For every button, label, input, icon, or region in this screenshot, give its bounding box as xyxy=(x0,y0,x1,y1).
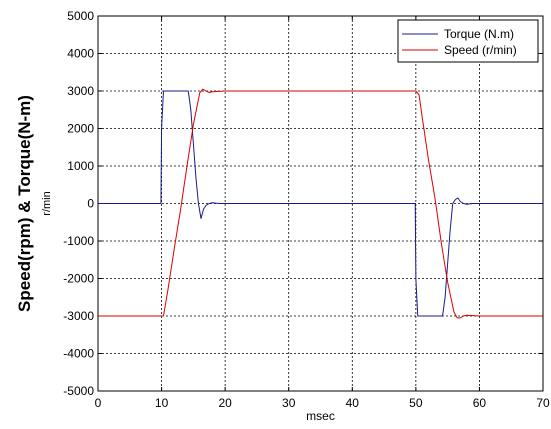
speed-series-line xyxy=(98,88,543,319)
y-tick-label: -1000 xyxy=(63,234,94,248)
y-tick-label: -3000 xyxy=(63,309,94,323)
legend: Torque (N.m) Speed (r/min) xyxy=(397,19,539,63)
y-axis-subtitle: r/min xyxy=(41,191,53,215)
y-tick-label: 5000 xyxy=(67,9,94,23)
y-tick-label: 4000 xyxy=(67,47,94,61)
series-lines xyxy=(98,88,543,319)
y-tick-label: 1000 xyxy=(67,159,94,173)
x-tick-label: 40 xyxy=(346,396,360,410)
axes: 0 10 20 30 40 50 60 70 5000 4000 3000 2000 1000 0 -100… xyxy=(63,9,550,410)
grid xyxy=(98,16,543,391)
torque-series-line xyxy=(98,90,543,317)
y-axis-title: Speed(rpm) & Torque(N-m) xyxy=(15,95,34,312)
x-tick-label: 50 xyxy=(409,396,423,410)
x-tick-label: 70 xyxy=(536,396,550,410)
y-tick-label: -2000 xyxy=(63,272,94,286)
y-tick-label: 2000 xyxy=(67,122,94,136)
y-tick-label: 0 xyxy=(87,197,94,211)
legend-torque-label: Torque (N.m) xyxy=(444,27,514,41)
legend-box xyxy=(397,19,539,63)
legend-speed-label: Speed (r/min) xyxy=(444,43,517,57)
plot-frame xyxy=(97,15,544,392)
y-tick-label: 3000 xyxy=(67,84,94,98)
x-tick-label: 0 xyxy=(95,396,102,410)
x-tick-label: 20 xyxy=(218,396,232,410)
y-tick-label: -4000 xyxy=(63,347,94,361)
x-axis-title: msec xyxy=(306,409,335,423)
x-tick-label: 10 xyxy=(155,396,169,410)
y-tick-label: -5000 xyxy=(63,384,94,398)
x-tick-label: 30 xyxy=(282,396,296,410)
x-tick-label: 60 xyxy=(473,396,487,410)
